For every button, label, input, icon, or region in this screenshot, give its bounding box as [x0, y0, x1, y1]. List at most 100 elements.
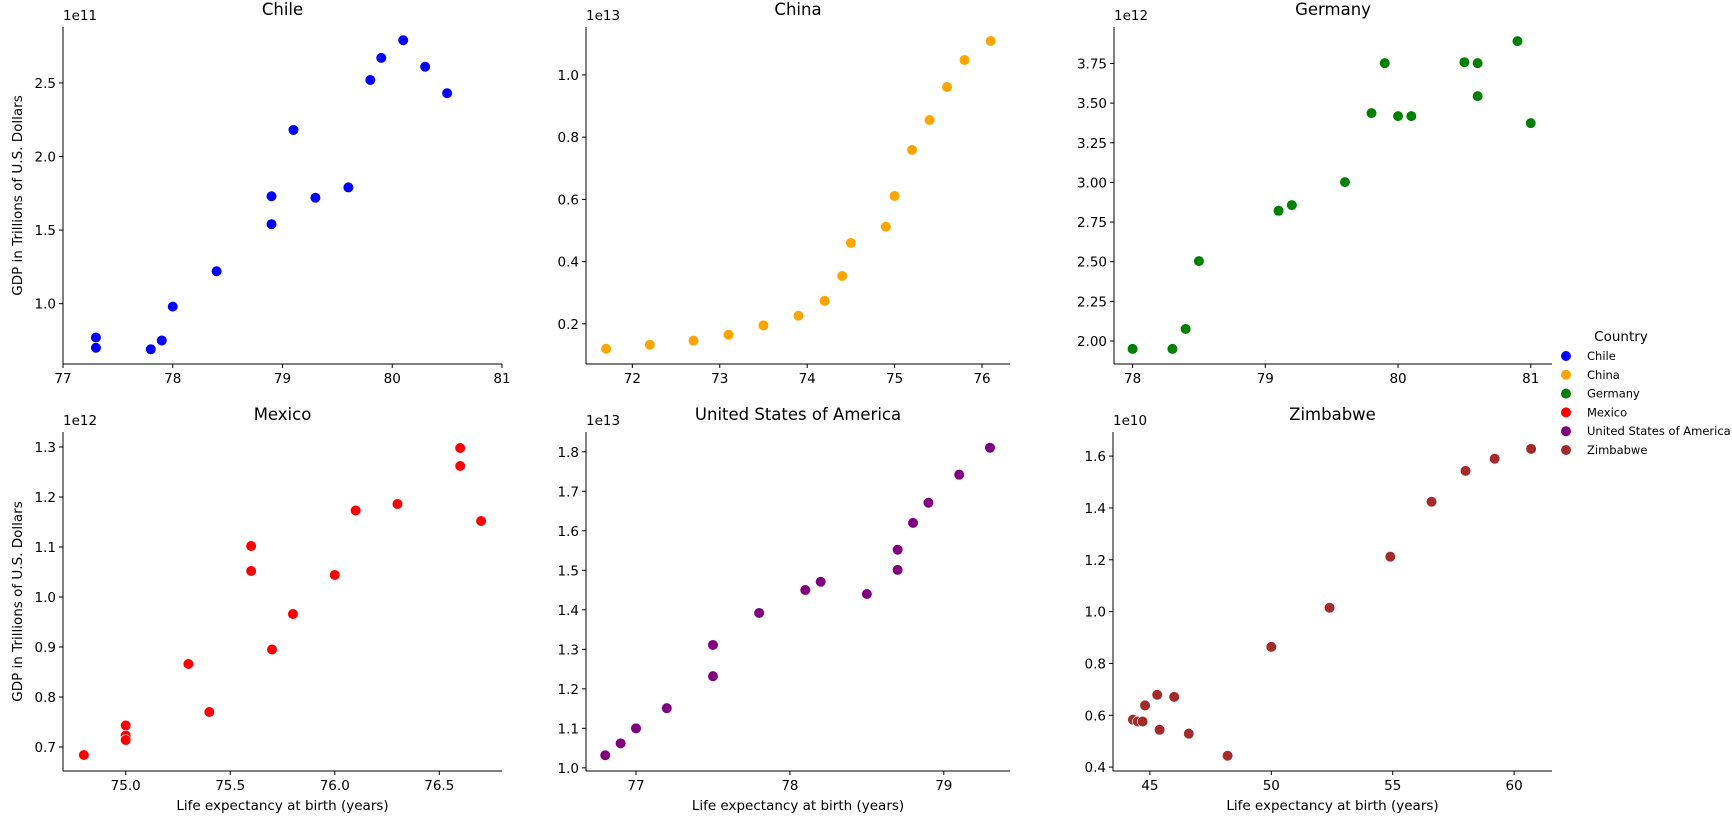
y-tick-label: 1.0	[558, 68, 579, 84]
data-point	[600, 343, 612, 355]
data-point	[1265, 641, 1277, 653]
y-tick-label: 0.8	[558, 130, 579, 146]
data-point	[1323, 602, 1336, 614]
y-tick-label: 3.75	[1077, 56, 1107, 72]
y-tick-label: 1.2	[558, 682, 579, 698]
y-tick-label: 1.4	[558, 603, 579, 619]
legend-marker	[1561, 351, 1571, 361]
legend: Country Chile China Germany Mexico United Sta…	[1561, 329, 1731, 457]
y-tick-label: 1.3	[35, 440, 56, 456]
data-point	[644, 339, 656, 351]
legend-label: Germany	[1587, 387, 1640, 401]
y-tick-label: 1.6	[1085, 449, 1106, 465]
legend-label: Zimbabwe	[1587, 443, 1647, 457]
x-tick-label: 50	[1263, 778, 1280, 794]
panel-title: Zimbabwe	[1289, 405, 1376, 424]
data-point	[419, 61, 431, 73]
data-point	[792, 310, 805, 322]
data-point	[661, 702, 673, 714]
y-tick-label: 0.8	[35, 690, 56, 706]
data-point	[1472, 57, 1484, 69]
legend-label: Chile	[1587, 349, 1616, 363]
y-tick-label: 1.0	[558, 761, 579, 777]
legend-marker	[1561, 388, 1571, 399]
y-offset-text: 1e12	[1114, 8, 1148, 24]
y-tick-label: 1.0	[1085, 605, 1106, 621]
y-tick-label: 3.25	[1077, 136, 1107, 152]
y-tick-label: 1.7	[558, 484, 579, 500]
data-point	[441, 87, 453, 99]
data-point	[287, 124, 300, 136]
legend-title: Country	[1594, 329, 1648, 345]
data-point	[1139, 699, 1151, 712]
x-tick-label: 77	[627, 778, 644, 794]
legend-label: United States of America	[1587, 424, 1731, 438]
data-point	[889, 190, 901, 202]
legend-label: China	[1587, 368, 1620, 382]
y-tick-label: 1.3	[558, 642, 579, 658]
x-tick-label: 75	[886, 371, 903, 387]
y-tick-label: 1.2	[1085, 553, 1106, 569]
x-tick-label: 74	[799, 371, 816, 387]
y-tick-label: 1.2	[35, 490, 56, 506]
data-point	[1405, 110, 1417, 122]
x-tick-label: 79	[274, 371, 291, 387]
legend-item: China	[1561, 368, 1620, 382]
data-point	[350, 504, 362, 517]
data-point	[120, 734, 132, 746]
y-tick-label: 2.0	[35, 150, 56, 166]
x-tick-label: 75.5	[215, 778, 245, 794]
x-tick-label: 55	[1384, 778, 1401, 794]
data-point	[687, 335, 700, 347]
x-tick-label: 45	[1141, 778, 1158, 794]
y-offset-text: 1e10	[1113, 413, 1147, 429]
x-tick-label: 80	[1389, 371, 1406, 387]
data-point	[1168, 691, 1180, 703]
x-tick-label: 78	[164, 371, 181, 387]
data-point	[958, 54, 971, 66]
data-point	[722, 329, 735, 341]
y-tick-label: 0.8	[1085, 656, 1106, 672]
x-tick-label: 80	[384, 371, 401, 387]
data-point	[364, 74, 376, 86]
y-offset-text: 1e12	[63, 413, 97, 429]
data-point	[1525, 117, 1537, 129]
x-tick-label: 81	[1522, 371, 1539, 387]
legend-marker	[1561, 407, 1571, 418]
data-point	[941, 81, 953, 93]
y-offset-text: 1e13	[586, 8, 620, 24]
data-point	[1472, 90, 1484, 102]
legend-item: United States of America	[1561, 424, 1731, 438]
y-tick-label: 3.00	[1077, 175, 1107, 191]
data-point	[397, 34, 409, 46]
legend-marker	[1561, 369, 1571, 380]
data-point	[1193, 255, 1205, 267]
data-point	[475, 515, 487, 527]
y-tick-label: 1.6	[558, 524, 579, 540]
panel-zimbabwe: Zimbabwe 1e10 45 50 55 60 0.4 0.6 0.8 1.0 1.2 1.4 1.…	[1085, 405, 1552, 814]
data-point	[953, 469, 965, 481]
data-point	[1154, 724, 1166, 736]
panel-title: Chile	[262, 0, 303, 19]
data-point	[1137, 715, 1149, 728]
data-point	[707, 639, 719, 651]
y-tick-label: 0.4	[1085, 760, 1106, 776]
data-point	[454, 460, 466, 472]
data-point	[819, 295, 831, 307]
x-tick-label: 77	[54, 371, 71, 387]
data-point	[1384, 551, 1396, 563]
data-point	[892, 564, 904, 576]
y-tick-label: 0.9	[35, 640, 56, 656]
data-point	[707, 670, 719, 682]
x-tick-label: 72	[624, 371, 641, 387]
data-point	[1286, 199, 1298, 211]
data-point	[1425, 496, 1438, 508]
data-point	[329, 569, 341, 581]
data-point	[1379, 57, 1391, 69]
y-tick-label: 2.5	[35, 76, 56, 92]
data-point	[906, 144, 918, 156]
data-point	[1511, 35, 1524, 47]
y-tick-label: 2.50	[1077, 255, 1107, 271]
panel-title: Mexico	[254, 405, 312, 424]
